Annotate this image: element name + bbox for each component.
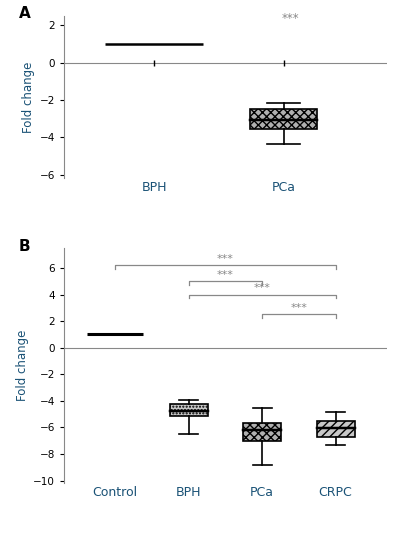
Bar xyxy=(170,404,208,416)
Bar xyxy=(316,421,355,438)
Text: ***: *** xyxy=(254,283,271,293)
Text: ***: *** xyxy=(217,270,234,280)
Text: ***: *** xyxy=(281,11,299,25)
Bar xyxy=(250,110,317,129)
Text: B: B xyxy=(19,238,30,253)
Text: ***: *** xyxy=(290,303,307,313)
Bar xyxy=(243,423,281,441)
Y-axis label: Fold change: Fold change xyxy=(22,62,35,133)
Text: ***: *** xyxy=(217,254,234,264)
Y-axis label: Fold change: Fold change xyxy=(16,330,29,401)
Text: A: A xyxy=(19,6,30,21)
